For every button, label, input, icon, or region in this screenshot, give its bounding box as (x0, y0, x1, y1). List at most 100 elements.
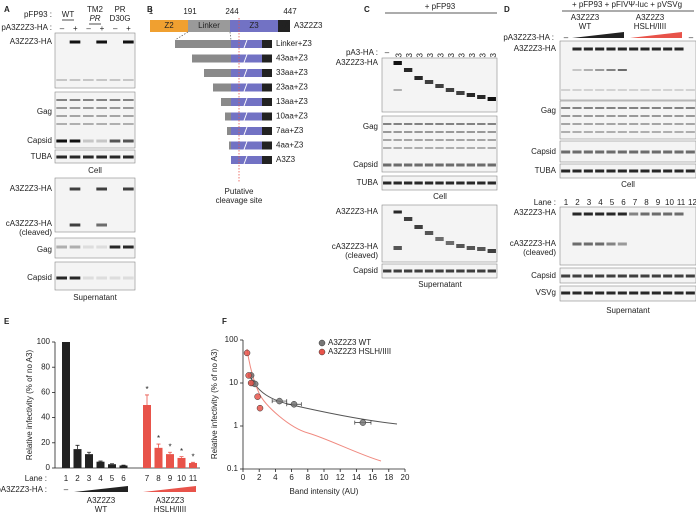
label: A3Z2Z3-HA (514, 44, 557, 53)
blot (559, 267, 696, 284)
label: 10 (177, 474, 186, 483)
band (69, 155, 81, 159)
band (583, 115, 593, 117)
band (445, 147, 455, 149)
band (663, 150, 673, 154)
label: + pFP93 (425, 2, 456, 11)
shape (231, 127, 262, 135)
band (629, 89, 639, 91)
band (69, 79, 81, 81)
label: * (180, 447, 183, 456)
shape (231, 112, 262, 121)
band (414, 123, 423, 125)
label: 43aa+Z3 (276, 54, 308, 63)
rule (243, 39, 248, 49)
label: PR (89, 14, 100, 23)
band (595, 242, 605, 246)
label: A3Z2Z3 (636, 13, 665, 22)
band (651, 150, 661, 154)
label: pFP93 : (24, 10, 52, 19)
band (487, 123, 496, 125)
band (640, 131, 650, 133)
label: + pFP93 + pFIVΨ-luc + pVSVg (572, 0, 682, 9)
error-bar (75, 444, 80, 450)
band (403, 269, 413, 273)
shape (230, 20, 278, 32)
band (414, 147, 423, 149)
band (561, 89, 571, 91)
label: Supernatant (73, 293, 117, 302)
bar (154, 447, 163, 468)
band (424, 131, 434, 133)
band (685, 291, 695, 295)
ramp (74, 486, 128, 492)
band (477, 181, 486, 185)
blot (559, 40, 696, 101)
band (674, 131, 684, 133)
band (456, 131, 465, 133)
bar (189, 462, 197, 468)
band (393, 61, 402, 65)
blot (381, 115, 498, 173)
blot (559, 206, 696, 266)
band (606, 69, 616, 71)
label: Gag (37, 107, 52, 116)
band (414, 139, 423, 141)
band (640, 150, 650, 154)
label: 20 (41, 438, 50, 447)
band (617, 291, 627, 295)
label: 18 (384, 473, 393, 482)
band (69, 276, 81, 280)
ramp (572, 32, 624, 38)
band (96, 155, 107, 159)
band (572, 47, 582, 51)
label: A3Z2Z3-HA (514, 208, 557, 217)
ramp (143, 486, 196, 492)
band (69, 123, 81, 125)
label: TM2 (87, 5, 104, 14)
label: E (4, 317, 10, 326)
band (572, 291, 582, 295)
band (487, 147, 496, 149)
band (69, 187, 81, 191)
label: 2 (257, 473, 262, 482)
label: 33aa+Z3 (276, 68, 308, 77)
band (435, 131, 444, 133)
band (663, 89, 673, 91)
band (456, 269, 465, 273)
band (445, 88, 455, 92)
blot (54, 32, 136, 89)
label: 447 (283, 7, 297, 16)
rule (229, 31, 232, 41)
band (56, 123, 67, 125)
band (403, 131, 413, 133)
shape (204, 69, 231, 77)
band (424, 147, 434, 149)
label: * (191, 452, 194, 461)
band (445, 139, 455, 141)
band (561, 115, 571, 117)
band (629, 274, 639, 278)
band (606, 150, 616, 154)
band (651, 89, 661, 91)
band (572, 150, 582, 154)
label: 6 (121, 474, 126, 483)
band (487, 139, 496, 141)
band (414, 163, 423, 167)
band (69, 99, 81, 101)
band (583, 47, 593, 51)
band (561, 291, 571, 295)
point (247, 379, 255, 387)
label: TUBA (535, 166, 557, 175)
rule (243, 68, 248, 78)
label: 14 (352, 473, 361, 482)
band (393, 210, 402, 214)
band (606, 131, 616, 133)
band (56, 245, 67, 249)
label: Cell (621, 180, 635, 189)
label: 1 (564, 198, 569, 207)
label: * (168, 442, 171, 451)
band (606, 115, 616, 117)
label: 6 (621, 198, 626, 207)
label: 2 (75, 474, 80, 483)
